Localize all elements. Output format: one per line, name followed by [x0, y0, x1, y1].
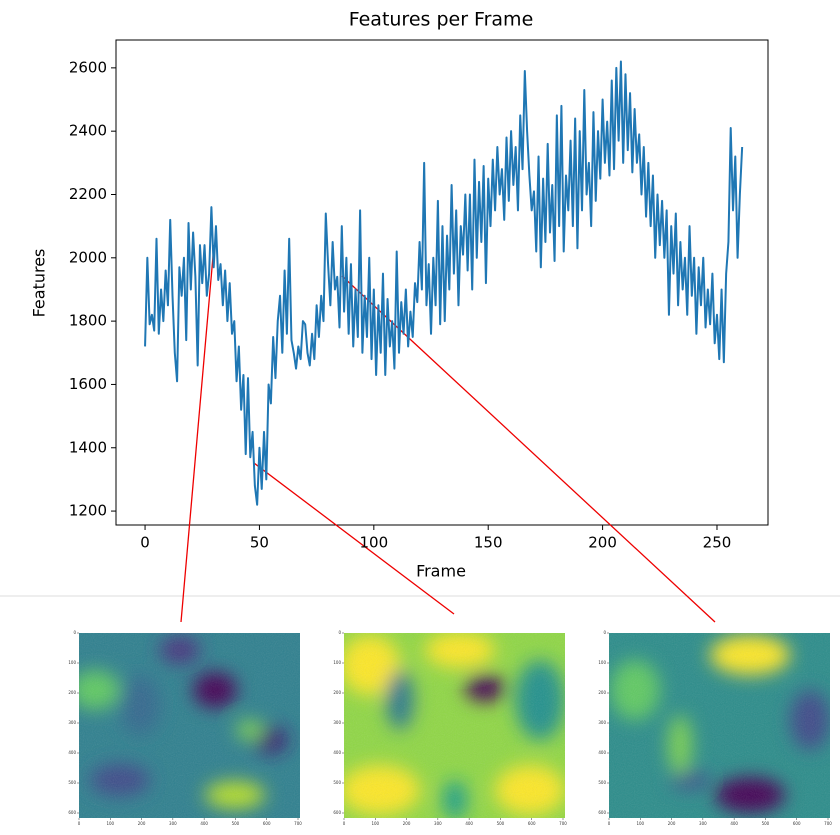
thumb-y-tick-label: 500: [333, 780, 341, 785]
y-tick-label: 2000: [69, 248, 107, 266]
thumb-y-tick-label: 300: [68, 720, 76, 725]
thumb-y-tick-label: 600: [598, 810, 606, 815]
thumb-x-tick-label: 200: [403, 821, 411, 826]
thumb-x-tick-label: 400: [200, 821, 208, 826]
thumb-x-tick-label: 700: [294, 821, 302, 826]
callout-line: [180, 244, 215, 623]
thumb-x-tick-label: 700: [559, 821, 567, 826]
thumb-x-tick-label: 400: [465, 821, 473, 826]
thumb-y-tick-label: 300: [598, 720, 606, 725]
thumb-x-tick-label: 200: [138, 821, 146, 826]
y-tick-label: 1400: [69, 438, 107, 456]
y-tick-label: 2400: [69, 122, 107, 140]
x-tick-label: 50: [250, 534, 269, 552]
thumb-y-tick-label: 200: [68, 690, 76, 695]
thumbnail-image: [79, 633, 300, 818]
thumb-y-tick-label: 0: [338, 630, 341, 635]
thumb-x-tick-label: 100: [106, 821, 114, 826]
thumb-y-tick-label: 500: [598, 780, 606, 785]
y-axis-label: Features: [30, 249, 49, 318]
thumb-y-tick-label: 500: [68, 780, 76, 785]
thumbnail-image: [344, 633, 565, 818]
thumb-y-tick-label: 100: [598, 660, 606, 665]
thumbnail-image: [609, 633, 830, 818]
thumb-y-tick-label: 200: [333, 690, 341, 695]
thumb-y-tick-label: 600: [68, 810, 76, 815]
thumb-y-tick-label: 200: [598, 690, 606, 695]
thumb-x-tick-label: 300: [699, 821, 707, 826]
thumb-x-tick-label: 600: [263, 821, 271, 826]
x-tick-label: 150: [474, 534, 503, 552]
x-tick-label: 100: [360, 534, 389, 552]
y-tick-label: 1200: [69, 502, 107, 520]
x-tick-label: 250: [703, 534, 732, 552]
thumb-y-tick-label: 600: [333, 810, 341, 815]
thumb-x-tick-label: 600: [793, 821, 801, 826]
thumb-x-tick-label: 100: [371, 821, 379, 826]
thumb-x-tick-label: 0: [78, 821, 81, 826]
data-line: [144, 60, 744, 506]
y-tick-label: 2600: [69, 58, 107, 76]
plot-frame: [115, 39, 769, 526]
thumb-x-tick-label: 0: [608, 821, 611, 826]
thumb-x-tick-label: 500: [497, 821, 505, 826]
y-tick-label: 1600: [69, 375, 107, 393]
thumb-x-tick-label: 500: [232, 821, 240, 826]
x-tick-label: 0: [140, 534, 150, 552]
thumb-x-tick-label: 200: [668, 821, 676, 826]
y-tick-label: 1800: [69, 312, 107, 330]
thumb-x-tick-label: 600: [528, 821, 536, 826]
x-axis-label: Frame: [416, 562, 466, 581]
x-tick-label: 200: [588, 534, 617, 552]
thumb-x-tick-label: 700: [824, 821, 832, 826]
thumb-x-tick-label: 500: [762, 821, 770, 826]
thumb-y-tick-label: 100: [333, 660, 341, 665]
thumb-x-tick-label: 400: [730, 821, 738, 826]
thumb-y-tick-label: 400: [598, 750, 606, 755]
thumb-y-tick-label: 0: [73, 630, 76, 635]
y-tick-label: 2200: [69, 185, 107, 203]
thumb-y-tick-label: 100: [68, 660, 76, 665]
chart-title: Features per Frame: [349, 9, 534, 31]
thumb-x-tick-label: 300: [434, 821, 442, 826]
thumb-x-tick-label: 0: [343, 821, 346, 826]
thumb-y-tick-label: 400: [333, 750, 341, 755]
callout-line: [253, 462, 455, 615]
thumb-y-tick-label: 300: [333, 720, 341, 725]
thumb-x-tick-label: 300: [169, 821, 177, 826]
thumb-y-tick-label: 400: [68, 750, 76, 755]
thumb-y-tick-label: 0: [603, 630, 606, 635]
thumb-x-tick-label: 100: [636, 821, 644, 826]
